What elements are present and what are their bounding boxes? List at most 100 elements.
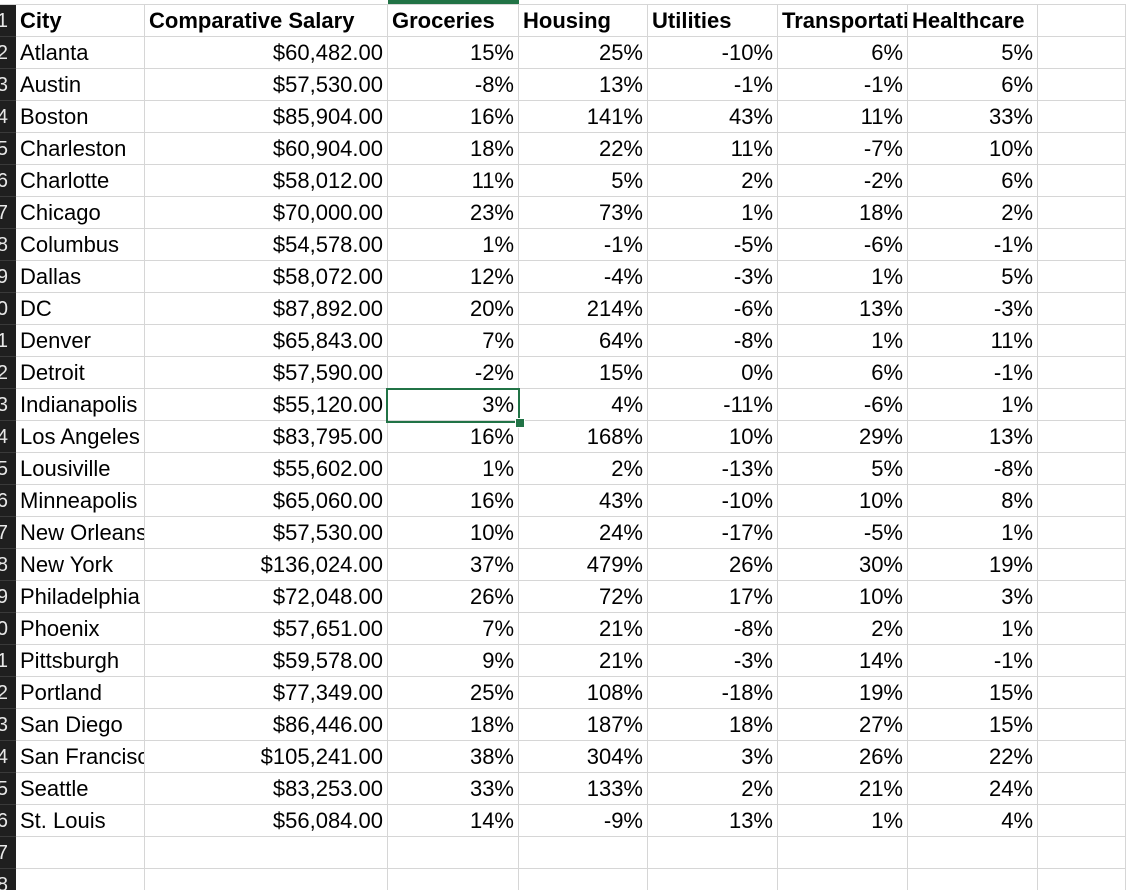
column-header[interactable]: City <box>16 5 145 37</box>
row-header[interactable]: 22 <box>0 677 16 709</box>
cell[interactable] <box>1038 485 1126 517</box>
cell[interactable] <box>1038 325 1126 357</box>
cell[interactable]: -7% <box>778 133 908 165</box>
cell[interactable]: 18% <box>388 709 519 741</box>
cell[interactable]: 21% <box>519 645 648 677</box>
cell[interactable]: 5% <box>908 261 1038 293</box>
cell[interactable] <box>908 869 1038 890</box>
cell[interactable]: St. Louis <box>16 805 145 837</box>
cell[interactable]: -1% <box>908 229 1038 261</box>
cell[interactable]: 13% <box>648 805 778 837</box>
cell[interactable]: 1% <box>908 389 1038 421</box>
cell[interactable]: 7% <box>388 613 519 645</box>
cell[interactable]: 7% <box>388 325 519 357</box>
cell[interactable]: 43% <box>519 485 648 517</box>
cell[interactable]: 3% <box>908 581 1038 613</box>
row-header[interactable]: 25 <box>0 773 16 805</box>
cell[interactable]: 1% <box>908 613 1038 645</box>
cell[interactable] <box>1038 549 1126 581</box>
cell[interactable]: 43% <box>648 101 778 133</box>
cell[interactable]: $65,060.00 <box>145 485 388 517</box>
cell[interactable]: -6% <box>778 229 908 261</box>
cell[interactable]: -10% <box>648 485 778 517</box>
row-header[interactable]: 17 <box>0 517 16 549</box>
cell[interactable]: $86,446.00 <box>145 709 388 741</box>
cell[interactable]: 108% <box>519 677 648 709</box>
cell[interactable]: 187% <box>519 709 648 741</box>
cell[interactable] <box>1038 197 1126 229</box>
row-header[interactable]: 3 <box>0 69 16 101</box>
cell[interactable]: Denver <box>16 325 145 357</box>
cell[interactable] <box>519 837 648 869</box>
cell[interactable]: -8% <box>908 453 1038 485</box>
cell[interactable]: San Francisco <box>16 741 145 773</box>
cell[interactable]: Charleston <box>16 133 145 165</box>
row-header[interactable]: 11 <box>0 325 16 357</box>
row-header[interactable]: 24 <box>0 741 16 773</box>
cell[interactable]: Indianapolis <box>16 389 145 421</box>
cell[interactable]: $55,602.00 <box>145 453 388 485</box>
cell[interactable] <box>1038 613 1126 645</box>
cell[interactable]: 2% <box>648 165 778 197</box>
row-header[interactable]: 26 <box>0 805 16 837</box>
cell[interactable] <box>1038 293 1126 325</box>
cell[interactable]: 14% <box>778 645 908 677</box>
cell[interactable]: 22% <box>519 133 648 165</box>
cell[interactable] <box>1038 421 1126 453</box>
cell[interactable]: 6% <box>908 69 1038 101</box>
cell[interactable]: Detroit <box>16 357 145 389</box>
row-header[interactable]: 9 <box>0 261 16 293</box>
column-header[interactable]: Healthcare <box>908 5 1038 37</box>
cell[interactable]: $60,904.00 <box>145 133 388 165</box>
cell[interactable]: 133% <box>519 773 648 805</box>
cell[interactable]: $65,843.00 <box>145 325 388 357</box>
cell[interactable]: $57,530.00 <box>145 517 388 549</box>
cell[interactable]: 10% <box>778 581 908 613</box>
cell[interactable]: 20% <box>388 293 519 325</box>
cell[interactable]: Seattle <box>16 773 145 805</box>
row-header[interactable]: 10 <box>0 293 16 325</box>
cell[interactable]: New Orleans <box>16 517 145 549</box>
cell[interactable]: 4% <box>519 389 648 421</box>
cell[interactable]: Charlotte <box>16 165 145 197</box>
cell[interactable]: Boston <box>16 101 145 133</box>
row-header[interactable]: 27 <box>0 837 16 869</box>
cell[interactable] <box>778 869 908 890</box>
cell[interactable] <box>1038 229 1126 261</box>
cell[interactable] <box>1038 69 1126 101</box>
cell[interactable]: -8% <box>648 325 778 357</box>
cell[interactable] <box>1038 453 1126 485</box>
row-header[interactable]: 1 <box>0 5 16 37</box>
cell[interactable] <box>1038 5 1126 37</box>
cell[interactable]: 1% <box>778 261 908 293</box>
cell[interactable]: 19% <box>778 677 908 709</box>
cell[interactable]: 37% <box>388 549 519 581</box>
cell[interactable]: 1% <box>908 517 1038 549</box>
cell[interactable]: 6% <box>778 37 908 69</box>
cell[interactable]: 2% <box>778 613 908 645</box>
cell[interactable]: 23% <box>388 197 519 229</box>
cell[interactable]: Pittsburgh <box>16 645 145 677</box>
cell[interactable]: 168% <box>519 421 648 453</box>
row-header[interactable]: 7 <box>0 197 16 229</box>
cell[interactable]: 22% <box>908 741 1038 773</box>
cell[interactable]: Atlanta <box>16 37 145 69</box>
cell[interactable] <box>1038 261 1126 293</box>
cell[interactable]: $57,590.00 <box>145 357 388 389</box>
cell[interactable] <box>1038 389 1126 421</box>
cell[interactable]: $105,241.00 <box>145 741 388 773</box>
cell[interactable]: 11% <box>388 165 519 197</box>
cell[interactable]: $77,349.00 <box>145 677 388 709</box>
cell[interactable] <box>145 869 388 890</box>
cell[interactable]: -13% <box>648 453 778 485</box>
cell[interactable]: 6% <box>778 357 908 389</box>
cell[interactable]: -18% <box>648 677 778 709</box>
cell[interactable] <box>648 837 778 869</box>
cell[interactable]: 21% <box>778 773 908 805</box>
cell[interactable]: 4% <box>908 805 1038 837</box>
cell[interactable]: 2% <box>648 773 778 805</box>
cell[interactable]: 13% <box>778 293 908 325</box>
cell[interactable] <box>1038 517 1126 549</box>
row-header[interactable]: 20 <box>0 613 16 645</box>
cell[interactable]: -6% <box>648 293 778 325</box>
